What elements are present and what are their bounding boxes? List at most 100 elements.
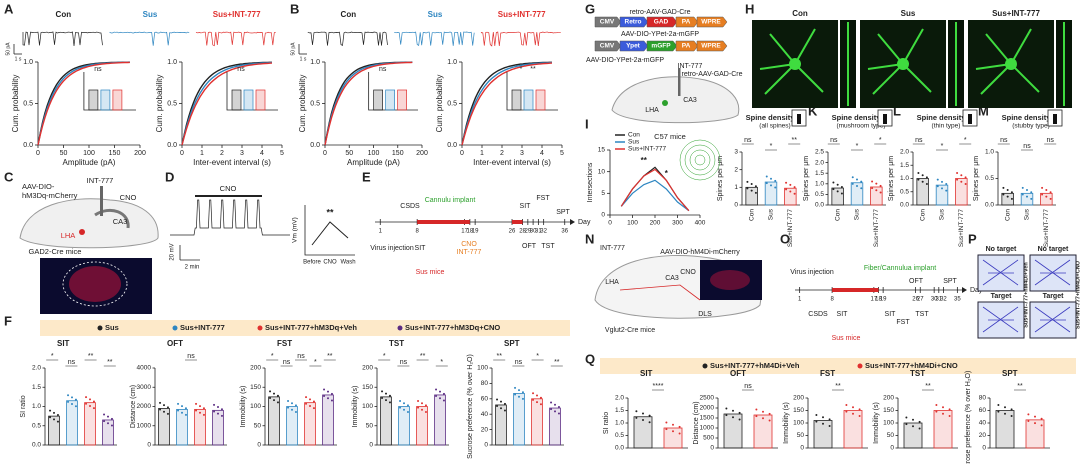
- legend-label: Sus: [105, 323, 119, 332]
- data-dot: [294, 411, 297, 413]
- data-dot: [871, 187, 874, 190]
- significance: **: [554, 359, 560, 366]
- brain-outline: [19, 198, 159, 249]
- x-tick-label: 50: [60, 150, 68, 157]
- data-dot: [1021, 193, 1024, 196]
- day-label: 26: [912, 297, 919, 303]
- data-dot: [554, 410, 556, 413]
- group-label: Sus: [143, 10, 158, 19]
- y-tick-label: 100: [362, 403, 373, 410]
- significance: **: [791, 137, 797, 144]
- data-dot: [936, 178, 939, 181]
- data-dot: [403, 402, 405, 405]
- label: **: [326, 207, 334, 217]
- y-axis-label: Spines per μm: [888, 156, 895, 201]
- data-dot: [785, 181, 788, 184]
- y-tick-label: 0.0: [615, 445, 624, 452]
- y-tick-label: 1000: [137, 422, 152, 429]
- soma: [897, 58, 909, 70]
- x-tick-label: 1: [480, 150, 484, 157]
- category-label: Sus: [939, 208, 946, 220]
- data-dot: [918, 427, 921, 430]
- data-dot: [330, 392, 333, 395]
- day-label: 17: [461, 229, 468, 235]
- label: GAD2-Cre mice: [29, 247, 82, 256]
- y-tick-label: 150: [250, 384, 261, 391]
- data-dot: [942, 406, 944, 409]
- data-dot: [1030, 197, 1033, 200]
- panel-label: K: [808, 103, 818, 118]
- chart-title: OFT: [730, 369, 746, 378]
- data-dot: [439, 397, 441, 400]
- data-dot: [532, 392, 535, 395]
- event-label: Virus injection: [370, 245, 414, 252]
- vector-label: WPRE: [701, 19, 721, 26]
- y-tick-label: 1.0: [985, 149, 994, 156]
- label: CA3: [665, 275, 679, 282]
- significance: *: [536, 353, 539, 360]
- data-dot: [56, 420, 59, 423]
- x-tick-label: 150: [109, 150, 121, 157]
- data-dot: [732, 409, 734, 412]
- scale-label: 1 s: [300, 56, 307, 62]
- label: AAV-DIO-YPet-2a-mGFP: [586, 57, 664, 64]
- y-tick-label: 0: [147, 442, 151, 449]
- day-label: 35: [954, 297, 961, 303]
- inset-bar: [373, 89, 383, 111]
- category-label: Sus+INT-777: [873, 209, 880, 248]
- data-dot: [539, 403, 542, 406]
- data-dot: [403, 408, 405, 411]
- data-dot: [1040, 424, 1043, 427]
- data-dot: [103, 413, 106, 416]
- day-label: 28: [519, 229, 526, 235]
- bar: [102, 419, 114, 446]
- data-dot: [765, 175, 768, 178]
- scale-label: 50 pA: [290, 42, 296, 56]
- data-dot: [832, 188, 835, 191]
- data-dot: [323, 395, 326, 398]
- bar: [531, 398, 543, 446]
- data-dot: [514, 386, 517, 389]
- data-dot: [765, 182, 768, 185]
- data-dot: [294, 404, 297, 407]
- y-axis-label: Cum. probability: [11, 75, 20, 133]
- data-dot: [942, 412, 944, 415]
- data-dot: [1034, 422, 1036, 425]
- data-dot: [184, 413, 187, 416]
- x-axis-label: Inter-event interval (s): [193, 158, 271, 167]
- y-tick-label: 2000: [700, 405, 715, 412]
- data-dot: [49, 416, 52, 419]
- panel-label: N: [585, 231, 594, 246]
- data-dot: [836, 190, 839, 193]
- data-dot: [858, 415, 861, 417]
- sholl-ring: [689, 149, 711, 171]
- bar: [48, 415, 60, 446]
- data-dot: [1027, 419, 1030, 422]
- mcherry-signal: [710, 270, 750, 290]
- data-dot: [912, 425, 914, 428]
- data-dot: [925, 183, 928, 185]
- y-axis-label: Immobility (s): [783, 402, 790, 444]
- bar: [903, 422, 923, 449]
- bar: [268, 396, 280, 446]
- day-label: 18: [875, 297, 882, 303]
- x-tick-label: 150: [392, 150, 404, 157]
- vector-label: CMV: [600, 19, 615, 26]
- day-label: 26: [509, 229, 516, 235]
- y-tick-label: 0.5: [32, 422, 41, 429]
- day-label: 1: [798, 297, 802, 303]
- bar: [380, 396, 392, 446]
- inset-bar: [231, 89, 242, 111]
- data-dot: [725, 414, 728, 417]
- sholl-ring: [679, 139, 721, 181]
- data-dot: [665, 428, 668, 431]
- label: CNO: [220, 184, 237, 193]
- category-label: Sus: [768, 208, 775, 220]
- y-axis-label: Cum. probability: [435, 75, 444, 133]
- significance: **: [925, 383, 931, 390]
- event-label: FST: [536, 195, 550, 202]
- data-dot: [1027, 413, 1030, 416]
- data-dot: [518, 389, 520, 392]
- y-axis-label: Intersections: [587, 162, 594, 202]
